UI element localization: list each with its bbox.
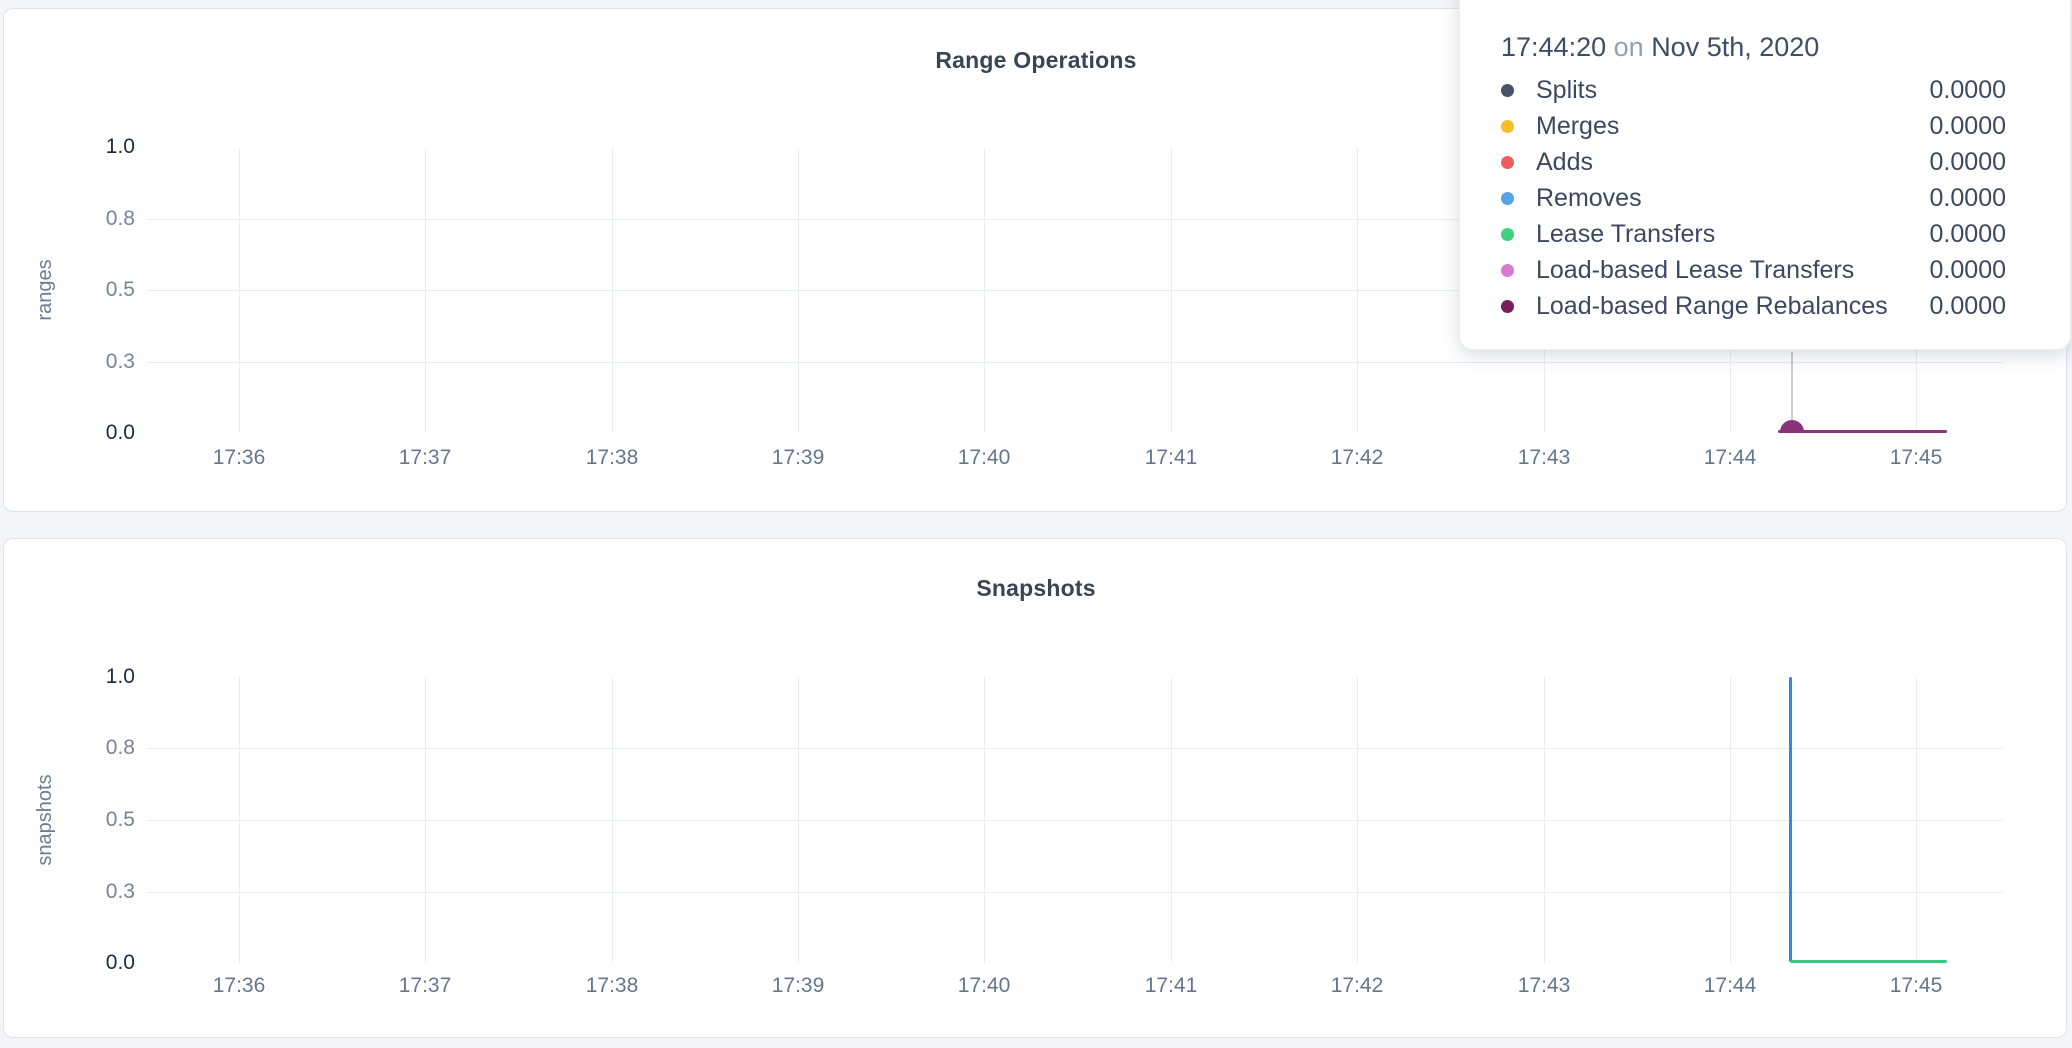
- load-based-range-rebalances-line: [1778, 430, 1947, 433]
- tooltip-legend: Splits 0.0000 Merges 0.0000 Adds 0.0000 …: [1501, 72, 2006, 324]
- y-tick: 0.3: [105, 880, 135, 903]
- series-color-dot: [1501, 227, 1514, 241]
- legend-row-merges: Merges 0.0000: [1501, 108, 2006, 144]
- hover-tooltip: 17:44:20 on Nov 5th, 2020 Splits 0.0000 …: [1459, 0, 2071, 350]
- series-value: 0.0000: [1929, 291, 2006, 320]
- legend-row-load-based-lease-transfers: Load-based Lease Transfers 0.0000: [1501, 252, 2006, 288]
- series-value: 0.0000: [1929, 183, 2006, 212]
- x-tick: 17:44: [1703, 446, 1757, 469]
- series-value: 0.0000: [1929, 147, 2006, 176]
- x-tick: 17:38: [585, 446, 639, 469]
- snapshots-plot-area[interactable]: [147, 677, 2003, 963]
- x-tick: 17:39: [771, 974, 825, 997]
- gridline-h: [147, 820, 2003, 821]
- tooltip-date: Nov 5th, 2020: [1651, 32, 1820, 62]
- legend-row-removes: Removes 0.0000: [1501, 180, 2006, 216]
- x-tick: 17:42: [1330, 446, 1384, 469]
- series-label: Load-based Range Rebalances: [1536, 291, 1888, 320]
- series-label: Load-based Lease Transfers: [1536, 255, 1855, 284]
- y-tick: 0.8: [105, 736, 135, 759]
- x-tick: 17:43: [1517, 446, 1571, 469]
- y-tick: 0.3: [105, 350, 135, 373]
- tooltip-time: 17:44:20: [1501, 32, 1607, 62]
- series-label: Splits: [1536, 75, 1598, 104]
- gridline-h: [147, 892, 2003, 893]
- hover-point: [1780, 420, 1804, 432]
- legend-row-adds: Adds 0.0000: [1501, 144, 2006, 180]
- x-tick: 17:45: [1889, 446, 1943, 469]
- gridline-h: [147, 219, 2003, 220]
- x-tick: 17:41: [1144, 974, 1198, 997]
- series-label: Adds: [1536, 147, 1593, 176]
- x-tick: 17:42: [1330, 974, 1384, 997]
- x-tick: 17:37: [398, 974, 452, 997]
- series-label: Lease Transfers: [1536, 219, 1716, 248]
- x-tick: 17:44: [1703, 974, 1757, 997]
- y-tick: 0.5: [105, 808, 135, 831]
- series-color-dot: [1501, 155, 1514, 169]
- y-tick: 0.8: [105, 207, 135, 230]
- gridline-h: [147, 290, 2003, 291]
- y-tick: 0.0: [105, 951, 135, 974]
- x-tick: 17:45: [1889, 974, 1943, 997]
- legend-row-lease-transfers: Lease Transfers 0.0000: [1501, 216, 2006, 252]
- gridline-h: [147, 748, 2003, 749]
- series-label: Merges: [1536, 111, 1620, 140]
- y-tick: 0.5: [105, 278, 135, 301]
- tooltip-connector: on: [1613, 32, 1644, 62]
- x-tick: 17:37: [398, 446, 452, 469]
- series-color-dot: [1501, 263, 1514, 277]
- series-color-dot: [1501, 191, 1514, 205]
- series-value: 0.0000: [1929, 255, 2006, 284]
- series-value: 0.0000: [1929, 75, 2006, 104]
- x-tick: 17:43: [1517, 974, 1571, 997]
- series-color-dot: [1501, 83, 1514, 97]
- series-color-dot: [1501, 119, 1514, 133]
- snapshots-chart-card: [3, 538, 2067, 1038]
- x-tick: 17:40: [957, 974, 1011, 997]
- x-tick: 17:39: [771, 446, 825, 469]
- legend-row-load-based-range-rebalances: Load-based Range Rebalances 0.0000: [1501, 288, 2006, 324]
- x-tick: 17:36: [212, 446, 266, 469]
- y-tick: 0.0: [105, 421, 135, 444]
- y-tick: 1.0: [105, 665, 135, 688]
- series-color-dot: [1501, 299, 1514, 313]
- snapshot-spike-line: [1789, 677, 1792, 962]
- hover-guideline: [1791, 352, 1793, 432]
- x-tick: 17:36: [212, 974, 266, 997]
- series-value: 0.0000: [1929, 111, 2006, 140]
- x-tick: 17:41: [1144, 446, 1198, 469]
- tooltip-timestamp: 17:44:20 on Nov 5th, 2020: [1501, 30, 2006, 64]
- snapshots-title: Snapshots: [976, 575, 1096, 601]
- x-tick: 17:40: [957, 446, 1011, 469]
- range-operations-title: Range Operations: [935, 47, 1137, 73]
- series-value: 0.0000: [1929, 219, 2006, 248]
- series-label: Removes: [1536, 183, 1642, 212]
- y-tick: 1.0: [105, 135, 135, 158]
- x-tick: 17:38: [585, 974, 639, 997]
- legend-row-splits: Splits 0.0000: [1501, 72, 2006, 108]
- gridline-h: [147, 362, 2003, 363]
- snapshot-baseline-line: [1790, 960, 1947, 963]
